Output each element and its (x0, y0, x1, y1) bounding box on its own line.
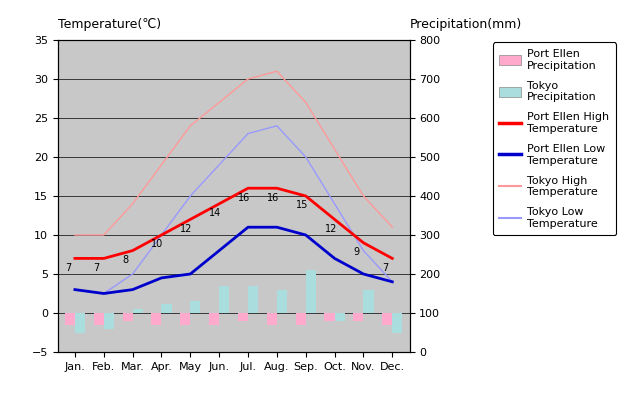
Bar (277, 290, 287, 313)
Text: 12: 12 (324, 224, 337, 234)
Bar (392, 313, 403, 332)
Text: Temperature(℃): Temperature(℃) (58, 18, 161, 31)
Text: 9: 9 (353, 247, 360, 257)
Text: 8: 8 (122, 255, 129, 265)
Bar (267, 313, 277, 325)
Text: 7: 7 (65, 263, 71, 273)
Bar (219, 286, 229, 313)
Text: 16: 16 (238, 193, 250, 203)
Text: 14: 14 (209, 208, 221, 218)
Bar (353, 313, 364, 321)
Bar (382, 313, 392, 325)
Bar (324, 313, 335, 321)
Text: 15: 15 (296, 200, 308, 210)
Legend: Port Ellen
Precipitation, Tokyo
Precipitation, Port Ellen High
Temperature, Port: Port Ellen Precipitation, Tokyo Precipit… (493, 42, 616, 235)
Text: 7: 7 (93, 263, 100, 273)
Bar (180, 313, 190, 325)
Bar (65, 313, 75, 325)
Text: 7: 7 (382, 263, 388, 273)
Bar (209, 313, 219, 325)
Text: Precipitation(mm): Precipitation(mm) (410, 18, 522, 31)
Bar (248, 286, 258, 313)
Bar (104, 313, 114, 329)
Bar (75, 313, 85, 332)
Bar (93, 313, 104, 325)
Bar (152, 313, 161, 325)
Bar (122, 313, 132, 321)
Text: 12: 12 (180, 224, 193, 234)
Bar (335, 313, 345, 321)
Text: 10: 10 (152, 240, 164, 250)
Bar (190, 301, 200, 313)
Bar (296, 313, 306, 325)
Text: 16: 16 (267, 193, 279, 203)
Bar (132, 309, 143, 313)
Bar (161, 304, 172, 313)
Bar (306, 270, 316, 313)
Bar (364, 290, 374, 313)
Bar (238, 313, 248, 321)
